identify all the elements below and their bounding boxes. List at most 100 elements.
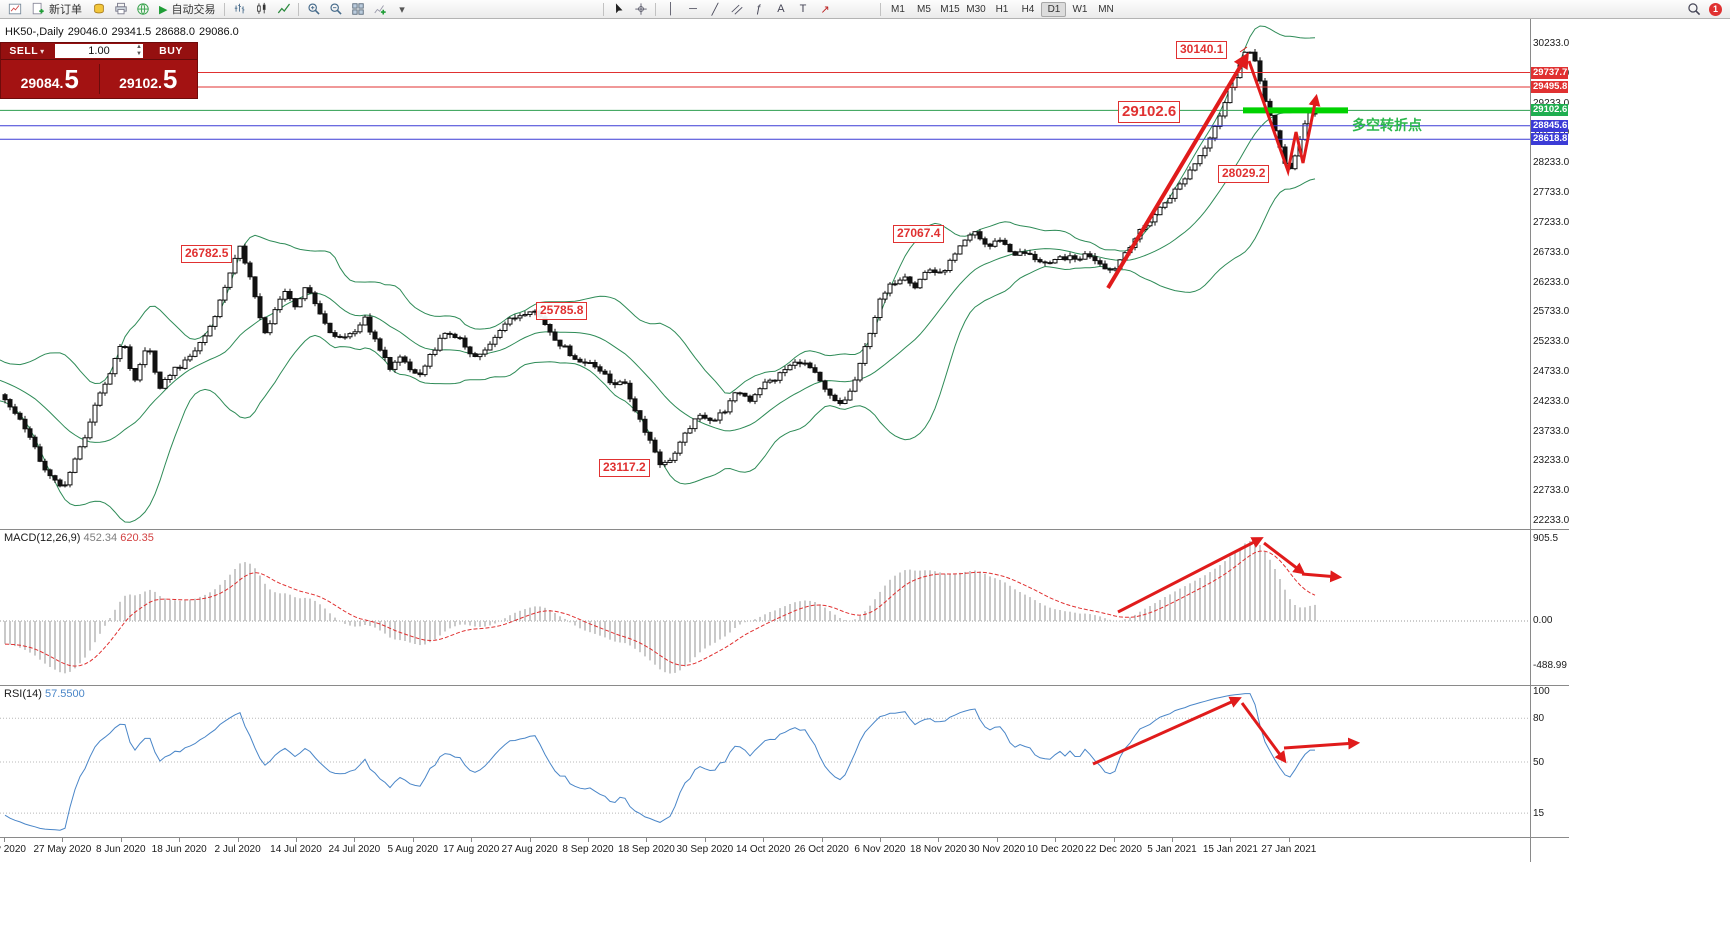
toolbar-separator — [880, 2, 882, 16]
macd-axis-label: 905.5 — [1533, 533, 1559, 544]
time-axis-label: 30 Sep 2020 — [676, 844, 734, 855]
horizontal-line-icon[interactable]: ─ — [682, 1, 703, 18]
rsi-axis-label: 50 — [1533, 757, 1545, 768]
price-annotation[interactable]: 28029.2 — [1218, 165, 1270, 183]
price-annotation[interactable]: 29102.6 — [1118, 101, 1181, 123]
rsi-chart — [0, 693, 1530, 831]
ohlc-open: 29046.0 — [67, 26, 108, 38]
templates-dropdown-icon[interactable]: ▾ — [391, 1, 412, 18]
time-axis-tick — [1172, 838, 1173, 842]
community-icon[interactable] — [132, 1, 153, 18]
price-tag: 29737.7 — [1531, 66, 1568, 79]
search-icon-icon — [1687, 2, 1701, 16]
channel-icon[interactable] — [726, 1, 747, 18]
text-icon-icon: A — [777, 3, 785, 15]
time-axis-label: 17 Aug 2020 — [443, 844, 500, 855]
y-axis-tick: 24233.0 — [1533, 395, 1569, 407]
crosshair-icon[interactable] — [630, 1, 651, 18]
new-chart-icon[interactable] — [4, 1, 25, 18]
text-label-icon[interactable]: T — [792, 1, 813, 18]
channel-icon-icon — [730, 2, 744, 16]
timeframe-w1[interactable]: W1 — [1072, 3, 1088, 15]
rsi-axis-label: 80 — [1533, 713, 1545, 725]
volume-down-icon[interactable]: ▼ — [136, 51, 142, 57]
tile-windows-icon-icon — [351, 2, 365, 16]
y-axis-tick: 26233.0 — [1533, 276, 1569, 288]
buy-price[interactable]: 29102. 5 — [119, 64, 178, 94]
macd-axis-label: 0.00 — [1533, 615, 1553, 626]
timeframe-m5[interactable]: M5 — [917, 3, 931, 15]
timeframe-h1[interactable]: H1 — [995, 3, 1009, 15]
ohlc-high: 29341.5 — [111, 26, 152, 38]
fibonacci-icon[interactable]: ƒ — [748, 1, 769, 18]
notification-badge[interactable]: 1 — [1709, 2, 1722, 16]
y-axis-tick: 27233.0 — [1533, 216, 1569, 228]
y-axis-tick: 30233.0 — [1533, 38, 1569, 49]
price-annotation[interactable]: 30140.1 — [1176, 41, 1228, 59]
candlestick-chart — [0, 25, 1530, 523]
macd-panel[interactable]: MACD(12,26,9) 452.34 620.35 905.5 0.00 -48… — [0, 530, 1569, 686]
fibonacci-icon-icon: ƒ — [755, 3, 763, 15]
new-chart-icon-icon — [8, 2, 22, 16]
main-chart-panel[interactable]: HK50-,Daily 29046.0 29341.5 28688.0 29086.0 … — [0, 19, 1569, 530]
time-axis[interactable]: May 2020 27 May 2020 8 Jun 2020 18 Jun 2020… — [0, 838, 1569, 862]
time-axis-tick — [412, 838, 414, 842]
time-axis-label: 30 Nov 2020 — [968, 844, 1026, 855]
time-axis-tick — [529, 838, 531, 842]
zoom-in-icon[interactable] — [303, 1, 324, 18]
macd-chart — [0, 537, 1530, 674]
volume-up-icon[interactable]: ▲ — [136, 44, 142, 50]
timeframe-m1[interactable]: M1 — [891, 3, 905, 15]
timeframe-h4[interactable]: H4 — [1021, 3, 1035, 15]
macd-trend-arrows[interactable] — [1117, 537, 1343, 614]
horizontal-level-lines[interactable] — [0, 72, 1530, 140]
trend-arrows[interactable] — [1106, 46, 1321, 290]
zoom-out-icon[interactable] — [325, 1, 346, 18]
community-icon-icon — [136, 2, 150, 16]
time-axis-label: 27 May 2020 — [33, 844, 92, 855]
time-axis-tick — [1230, 838, 1232, 842]
new-order-button[interactable]: 新订单 — [26, 1, 87, 18]
rsi-axis-label: 100 — [1533, 686, 1550, 697]
price-divider — [98, 64, 100, 94]
time-axis-label: 14 Jul 2020 — [270, 844, 322, 855]
sell-button[interactable]: SELL ▾ — [1, 43, 53, 59]
timeframe-m15[interactable]: M15 — [940, 3, 960, 15]
search-icon[interactable] — [1683, 1, 1704, 18]
timeframe-mn[interactable]: MN — [1098, 3, 1114, 15]
print-icon[interactable] — [110, 1, 131, 18]
turning-point-label[interactable]: 多空转折点 — [1352, 117, 1422, 133]
text-icon[interactable]: A — [770, 1, 791, 18]
time-axis-tick — [296, 838, 297, 842]
trendline-icon[interactable]: ╱ — [704, 1, 725, 18]
candles — [2, 49, 1318, 488]
price-annotation[interactable]: 27067.4 — [893, 225, 945, 243]
sell-price[interactable]: 29084. 5 — [20, 64, 79, 94]
deposit-icon[interactable] — [88, 1, 109, 18]
price-annotation[interactable]: 23117.2 — [599, 459, 650, 477]
candlestick-chart-icon[interactable] — [251, 1, 272, 18]
vertical-line-icon[interactable]: │ — [660, 1, 681, 18]
chart-window: HK50-,Daily 29046.0 29341.5 28688.0 29086.0 … — [0, 19, 1569, 862]
rsi-panel[interactable]: RSI(14) 57.5500 100 80 50 15 — [0, 686, 1569, 838]
symbol-info: HK50-,Daily 29046.0 29341.5 28688.0 29086.0 — [5, 26, 243, 38]
price-tag: 28618.8 — [1531, 133, 1568, 146]
y-axis-tick: 29233.0 — [1533, 97, 1569, 109]
bar-chart-icon[interactable] — [229, 1, 250, 18]
price-annotation[interactable]: 25785.8 — [536, 302, 588, 320]
volume-input[interactable]: 1.00 ▲ ▼ — [55, 44, 143, 58]
macd-axis-label: -488.99 — [1533, 660, 1567, 671]
line-chart-icon-icon — [277, 2, 291, 16]
price-annotation[interactable]: 26782.5 — [181, 245, 233, 263]
tile-windows-icon[interactable] — [347, 1, 368, 18]
line-chart-icon[interactable] — [273, 1, 294, 18]
buy-button[interactable]: BUY — [145, 43, 197, 59]
indicators-icon[interactable] — [369, 1, 390, 18]
arrows-tool-icon[interactable]: ↗ — [814, 1, 835, 18]
y-axis-tick: 28233.0 — [1533, 157, 1569, 169]
timeframe-d1[interactable]: D1 — [1041, 1, 1067, 17]
cursor-icon[interactable] — [608, 1, 629, 18]
autotrading-button[interactable]: ▶ 自动交易 — [154, 1, 220, 18]
timeframe-m30[interactable]: M30 — [966, 3, 986, 15]
rsi-trend-arrows[interactable] — [1092, 696, 1361, 766]
